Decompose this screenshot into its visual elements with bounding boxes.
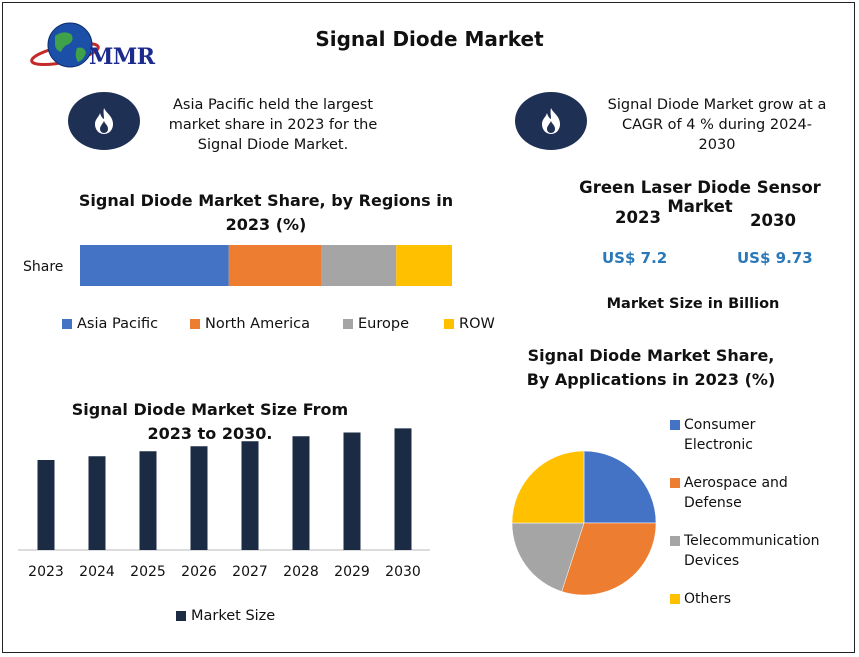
size-bar-2024 [88,456,106,550]
size-bar-2028 [292,436,310,550]
region-share-chart: Share [23,245,452,286]
globe-icon [30,22,100,68]
sensor-year-2023: 2023 [615,208,661,227]
logo-text: MMR [89,44,155,70]
region-bar-north-america [228,245,322,286]
legend-label: North America [205,316,310,332]
pie-chart-title: Signal Diode Market Share, By Applicatio… [526,346,776,389]
pie-slice-telecommunication-devices [511,522,585,592]
flame-icon [542,108,560,134]
legend-swatch [190,319,200,329]
x-tick-2025: 2025 [130,564,166,580]
legend-swatch [62,319,72,329]
legend-swatch [343,319,353,329]
size-bar-2030 [394,428,412,550]
sensor-title: Green Laser Diode Sensor Market [579,178,821,216]
sensor-size-note: Market Size in Billion [606,296,780,312]
legend-label: Others [684,591,732,607]
region-legend-row: ROW [444,316,495,332]
region-bar-asia-pacific [80,245,229,286]
x-tick-2028: 2028 [283,564,319,580]
legend-label: Telecommunication Devices [684,533,820,569]
size-legend-swatch [176,611,186,621]
pie-slice-others [511,450,585,524]
flame-icon [95,108,113,134]
legend-label: Asia Pacific [77,316,159,332]
region-legend-europe: Europe [343,316,409,332]
legend-label: Consumer Electronic [684,417,756,453]
callout-text-1: Asia Pacific held the largest market sha… [168,97,378,153]
region-bar-row [396,245,452,286]
x-tick-2029: 2029 [334,564,370,580]
page-title: Signal Diode Market [315,27,544,51]
size-chart-title: Signal Diode Market Size From 2023 to 20… [71,400,349,443]
pie-slice-consumer-electronic [583,450,657,524]
region-legend-north-america: North America [190,316,310,332]
x-tick-2027: 2027 [232,564,268,580]
x-tick-2030: 2030 [385,564,421,580]
x-tick-2026: 2026 [181,564,217,580]
x-tick-2023: 2023 [28,564,64,580]
callout-text-2: Signal Diode Market grow at a CAGR of 4 … [607,97,827,153]
size-bar-2027 [241,441,259,550]
pie-legend-consumer-electronic: Consumer Electronic [670,415,834,455]
market-size-chart: 2023 2024 2025 2026 2027 2028 2029 2030 [18,428,430,580]
size-bar-2029 [343,432,361,550]
sensor-value-2023: US$ 7.2 [602,249,668,267]
pie-legend-aerospace-and-defense: Aerospace and Defense [670,473,834,513]
callout-icon-1 [68,92,140,150]
legend-label: Europe [358,316,409,332]
mmr-logo: MMR [25,18,160,78]
size-legend-label: Market Size [191,608,276,624]
region-chart-title: Signal Diode Market Share, by Regions in… [78,191,454,234]
applications-pie-chart [511,450,657,596]
legend-label: Aerospace and Defense [684,475,788,511]
size-bar-2023 [37,460,55,550]
size-bar-2025 [139,451,157,550]
size-bar-2026 [190,446,208,550]
x-tick-2024: 2024 [79,564,115,580]
pie-legend-others: Others [670,589,834,609]
legend-swatch [444,319,454,329]
region-category-label: Share [23,259,63,275]
legend-label: ROW [459,316,495,332]
size-legend-item: Market Size [176,608,275,624]
callout-icon-2 [515,92,587,150]
legend-swatch [670,594,680,604]
region-bar-europe [321,245,397,286]
legend-swatch [670,536,680,546]
legend-swatch [670,420,680,430]
region-legend-asia-pacific: Asia Pacific [62,316,158,332]
pie-legend-telecommunication-devices: Telecommunication Devices [670,531,834,571]
legend-swatch [670,478,680,488]
sensor-year-2030: 2030 [750,211,796,230]
sensor-value-2030: US$ 9.73 [737,249,813,267]
pie-slice-aerospace-and-defense [561,522,657,596]
